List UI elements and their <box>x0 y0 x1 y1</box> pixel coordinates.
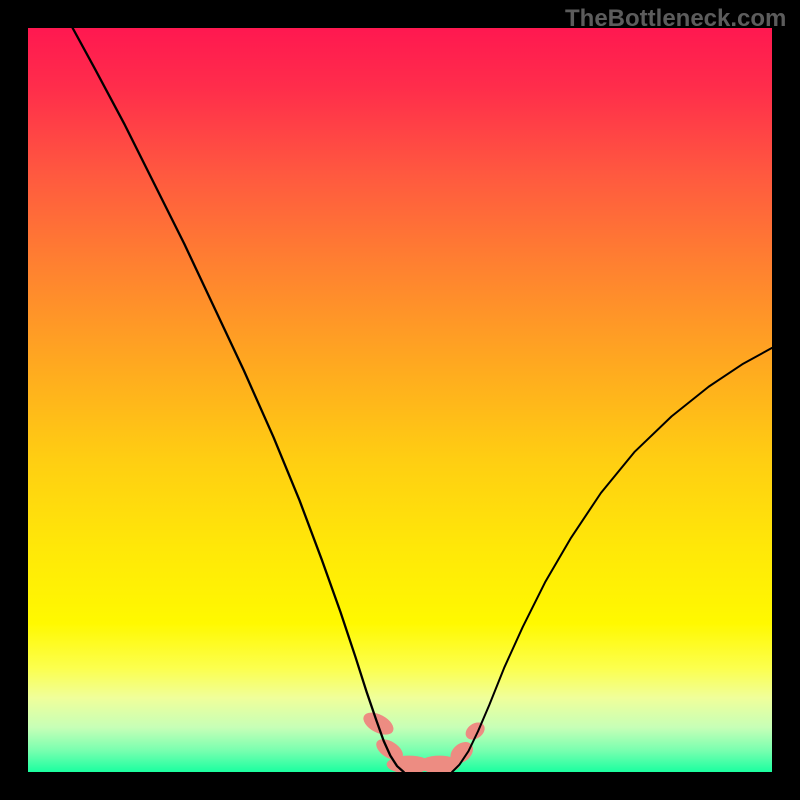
watermark-text: TheBottleneck.com <box>565 5 786 33</box>
chart-frame <box>0 0 800 800</box>
